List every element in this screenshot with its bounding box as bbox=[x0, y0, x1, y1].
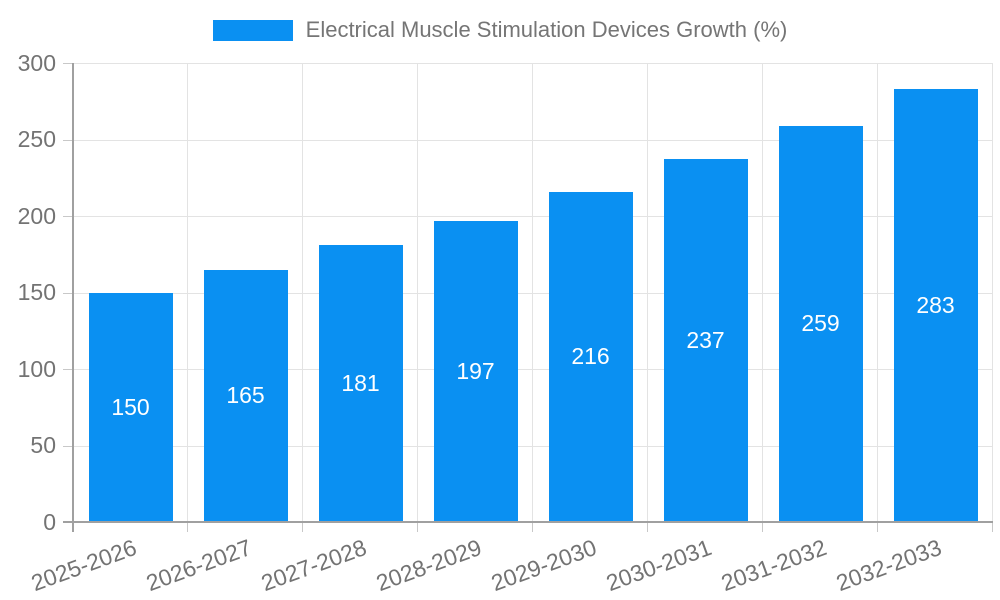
gridline-vertical bbox=[302, 63, 303, 522]
legend-item[interactable]: Electrical Muscle Stimulation Devices Gr… bbox=[212, 17, 788, 43]
gridline-vertical bbox=[417, 63, 418, 522]
bar-value-label: 197 bbox=[456, 357, 495, 384]
gridline-vertical bbox=[532, 63, 533, 522]
gridline-vertical bbox=[992, 63, 993, 522]
y-axis-tick-label: 0 bbox=[43, 508, 56, 535]
y-axis-tick-label: 200 bbox=[17, 202, 56, 229]
x-axis-tick-label: 2032-2033 bbox=[832, 534, 945, 597]
bar-2030-2031[interactable] bbox=[663, 159, 748, 522]
gridline-vertical bbox=[647, 63, 648, 522]
bar-value-label: 259 bbox=[801, 310, 840, 337]
x-axis-tick bbox=[762, 522, 763, 532]
x-axis-line bbox=[63, 521, 993, 523]
bar-2032-2033[interactable] bbox=[893, 89, 978, 522]
legend-label: Electrical Muscle Stimulation Devices Gr… bbox=[305, 17, 788, 42]
bar-value-label: 216 bbox=[571, 343, 610, 370]
y-axis-tick-label: 150 bbox=[17, 279, 56, 305]
x-axis-tick bbox=[302, 522, 303, 532]
bar-2027-2028[interactable] bbox=[318, 245, 403, 522]
x-axis-tick-label: 2025-2026 bbox=[27, 534, 140, 597]
y-axis-line bbox=[72, 63, 74, 532]
bar-2029-2030[interactable] bbox=[548, 191, 633, 522]
legend-swatch-icon bbox=[212, 19, 293, 41]
y-axis-tick-label: 250 bbox=[17, 126, 56, 152]
bar-value-label: 165 bbox=[226, 382, 265, 409]
gridline-horizontal bbox=[73, 139, 993, 141]
bar-2026-2027[interactable] bbox=[203, 269, 288, 522]
x-axis-tick bbox=[532, 522, 533, 532]
x-axis-tick bbox=[877, 522, 878, 532]
y-axis-tick-label: 50 bbox=[30, 432, 56, 458]
gridline-horizontal bbox=[73, 63, 993, 64]
gridline-vertical bbox=[187, 63, 188, 522]
y-axis-tick bbox=[63, 369, 73, 370]
bar-2028-2029[interactable] bbox=[433, 220, 518, 522]
gridline-horizontal bbox=[73, 216, 993, 217]
y-axis-tick-label: 300 bbox=[17, 49, 56, 76]
x-axis-tick-label: 2028-2029 bbox=[372, 534, 485, 597]
gridline-horizontal bbox=[73, 445, 993, 447]
gridline-horizontal bbox=[73, 292, 993, 294]
bar-value-label: 237 bbox=[686, 327, 725, 354]
bar-value-label: 283 bbox=[916, 292, 955, 318]
x-axis-tick bbox=[647, 522, 648, 532]
bar-2025-2026[interactable] bbox=[88, 292, 173, 522]
y-axis-tick bbox=[63, 216, 73, 217]
x-axis-tick bbox=[187, 522, 188, 532]
y-axis-tick bbox=[63, 292, 73, 294]
y-axis-tick bbox=[63, 139, 73, 141]
gridline-vertical bbox=[762, 63, 763, 522]
bar-2031-2032[interactable] bbox=[778, 125, 863, 522]
y-axis-tick bbox=[63, 63, 73, 64]
x-axis-tick-label: 2031-2032 bbox=[717, 534, 830, 597]
x-axis-tick bbox=[992, 522, 993, 532]
x-axis-tick-label: 2029-2030 bbox=[487, 534, 600, 597]
plot-area: 0 50 100 150 200 250 300 150 2025-2026 165 2026-20… bbox=[18, 50, 993, 596]
bar-value-label: 181 bbox=[341, 370, 380, 397]
gridline-horizontal bbox=[73, 369, 993, 370]
x-axis-tick-label: 2030-2031 bbox=[602, 534, 715, 597]
y-axis-tick-label: 100 bbox=[17, 355, 56, 382]
chart-legend: Electrical Muscle Stimulation Devices Gr… bbox=[0, 17, 1000, 43]
bar-value-label: 150 bbox=[111, 393, 150, 420]
gridline-vertical bbox=[877, 63, 878, 522]
x-axis-tick-label: 2026-2027 bbox=[142, 534, 255, 597]
x-axis-tick bbox=[417, 522, 418, 532]
x-axis-tick-label: 2027-2028 bbox=[257, 534, 370, 597]
y-axis-tick bbox=[63, 445, 73, 447]
